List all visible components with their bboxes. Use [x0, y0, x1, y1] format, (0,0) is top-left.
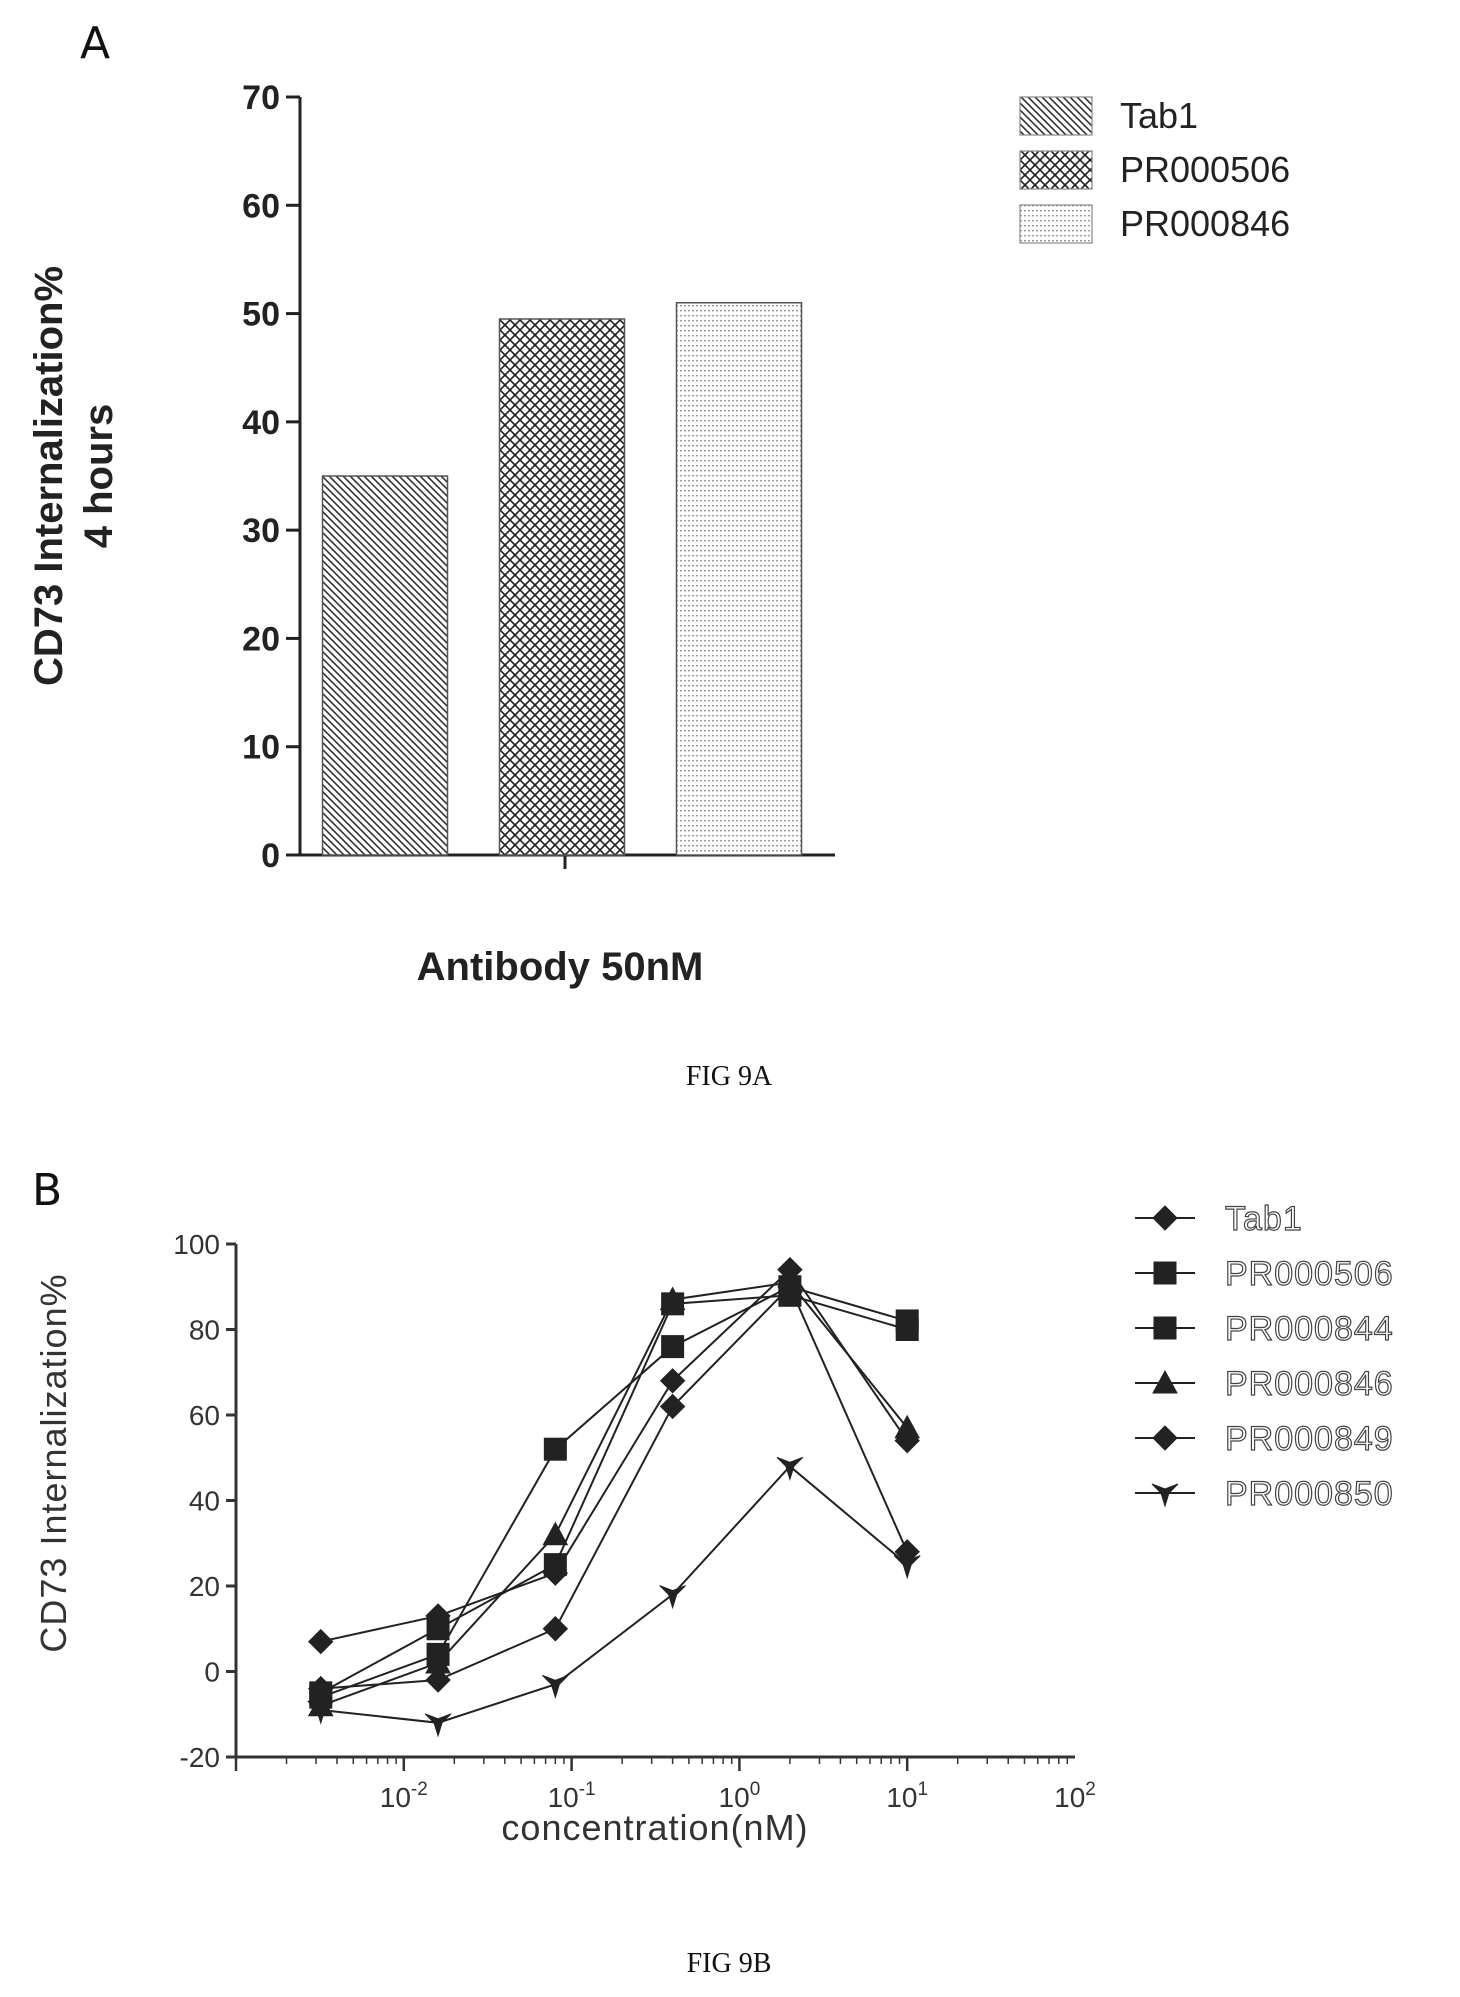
- panel-b-data-point: [894, 1414, 921, 1439]
- panel-b-data-point: [426, 1617, 450, 1641]
- panel-a-legend-swatch: [1019, 150, 1093, 190]
- panel-b-data-point: [543, 1553, 567, 1577]
- panel-b-data-point: [542, 1521, 569, 1546]
- panel-b-data-point: [425, 1667, 451, 1693]
- panel-b-data-point: [308, 1628, 334, 1655]
- panel-a-bars: [321, 301, 803, 856]
- panel-a-bar-pr000846: [675, 301, 803, 856]
- panel-b-series-pr000506: [309, 1275, 919, 1709]
- panel-b-legend-marker: [1152, 1369, 1178, 1394]
- panel-b-series-tab1: [308, 1256, 920, 1655]
- panel-b-y-axis-title: CD73 Internalization%: [33, 1273, 74, 1652]
- panel-a-y-tick-label: 40: [242, 404, 280, 442]
- panel-b-data-point: [424, 1713, 452, 1738]
- panel-b-legend-marker: [1153, 1261, 1177, 1285]
- panel-a-bar-pr000506: [498, 318, 626, 856]
- panel-b-x-tick-label: 10-2: [380, 1779, 428, 1813]
- panel-b-legend-label: PR000506: [1225, 1255, 1394, 1293]
- panel-b-y-tick-label: 60: [189, 1400, 220, 1431]
- panel-b-legend-marker: [1152, 1425, 1178, 1451]
- panel-b-legend-label: PR000844: [1225, 1310, 1394, 1348]
- panel-b-y-tick-label: -20: [180, 1742, 220, 1773]
- panel-a-y-tick-label: 20: [242, 620, 280, 658]
- panel-b-y-tick-label: 80: [189, 1315, 220, 1346]
- panel-b-data-point: [308, 1675, 334, 1702]
- panel-b-data-point: [543, 1437, 567, 1461]
- panel-b-y-tick-label: 0: [204, 1657, 220, 1688]
- panel-b-series-line: [320, 1294, 908, 1694]
- panel-b-series-line: [320, 1268, 909, 1643]
- panel-b-data-point: [541, 1674, 569, 1700]
- panel-b-data-point: [659, 1585, 686, 1610]
- panel-b-x-tick-label: 10-1: [548, 1779, 596, 1813]
- panel-a-y-tick-label: 30: [242, 512, 280, 550]
- panel-b-series-line: [320, 1464, 908, 1724]
- panel-b-data-point: [893, 1555, 921, 1580]
- panel-b-legend-label: PR000846: [1225, 1365, 1394, 1403]
- panel-b-series-pr000849: [308, 1274, 920, 1702]
- panel-a-chart: A 0 10 20 30 40 50 60 70 Tab1 PR000506 PR000846 C…: [27, 18, 1290, 1092]
- panel-b-data-point: [895, 1318, 919, 1341]
- panel-a-y-axis-title-line: CD73 Internalization%: [27, 266, 71, 686]
- panel-b-letter: B: [32, 1165, 62, 1216]
- panel-b-legend-marker: [1152, 1205, 1178, 1231]
- panel-a-y-tick-label: 50: [242, 296, 280, 334]
- panel-a-y-axis-title-line: 4 hours: [77, 404, 121, 548]
- panel-a-bar-tab1: [321, 475, 449, 856]
- panel-a-y-tick-label: 10: [242, 729, 280, 767]
- panel-b-x-axis-title: concentration(nM): [501, 1807, 808, 1848]
- panel-b-x-tick-label: 100: [719, 1779, 761, 1813]
- panel-a-y-axis-title: CD73 Internalization% 4 hours: [27, 266, 121, 686]
- panel-b-axes: -20 0 20 40 60 80 100 10-2 10-1 100 101 102: [173, 1229, 1096, 1813]
- panel-a-legend-label: Tab1: [1120, 95, 1198, 136]
- panel-b-series-line: [320, 1285, 908, 1699]
- panel-a-legend-label: PR000506: [1120, 149, 1290, 190]
- panel-b-legend: Tab1 PR000506 PR000844 PR000846 PR000849 PR00…: [1135, 1199, 1394, 1514]
- panel-b-data-point: [659, 1393, 686, 1420]
- panel-a-y-tick-label: 60: [242, 187, 280, 225]
- panel-b-series: [307, 1256, 921, 1738]
- panel-b-series-line: [320, 1284, 909, 1690]
- panel-b-data-point: [542, 1616, 569, 1642]
- panel-b-chart: B -20 0 20 40 60 80 100 10-2 10-1 100 101 102 Tab1 P…: [32, 1165, 1394, 1979]
- panel-b-legend-label: PR000849: [1225, 1420, 1394, 1458]
- panel-b-legend-marker: [1153, 1316, 1177, 1340]
- panel-b-y-tick-label: 20: [189, 1571, 220, 1602]
- panel-a-legend: Tab1 PR000506 PR000846: [1019, 95, 1290, 244]
- panel-a-legend-swatch: [1019, 204, 1093, 244]
- panel-b-legend-label: Tab1: [1225, 1200, 1303, 1238]
- panel-b-data-point: [661, 1335, 685, 1359]
- panel-b-caption: FIG 9B: [687, 1948, 772, 1979]
- panel-b-data-point: [307, 1700, 335, 1725]
- panel-b-series-pr000850: [307, 1456, 921, 1738]
- panel-b-y-tick-label: 100: [173, 1229, 220, 1260]
- panel-b-series-pr000844: [309, 1283, 919, 1705]
- panel-b-legend-marker: [1151, 1483, 1179, 1508]
- panel-a-caption: FIG 9A: [686, 1061, 773, 1092]
- panel-a-legend-swatch: [1019, 96, 1093, 136]
- panel-b-legend-label: PR000850: [1225, 1475, 1394, 1513]
- panel-b-data-point: [659, 1286, 686, 1311]
- panel-a-legend-label: PR000846: [1120, 203, 1290, 244]
- panel-b-x-tick-label: 101: [886, 1779, 928, 1813]
- panel-b-y-tick-label: 40: [189, 1486, 220, 1517]
- panel-b-data-point: [777, 1274, 803, 1300]
- panel-b-data-point: [776, 1456, 804, 1482]
- panel-a-letter: A: [80, 18, 110, 69]
- panel-b-data-point: [659, 1368, 686, 1394]
- panel-b-x-tick-label: 102: [1054, 1779, 1096, 1813]
- panel-a-y-tick-label: 70: [242, 79, 280, 117]
- panel-a-y-tick-label: 0: [261, 837, 280, 875]
- panel-b-series-line: [320, 1281, 908, 1707]
- panel-a-x-axis-title: Antibody 50nM: [417, 945, 704, 989]
